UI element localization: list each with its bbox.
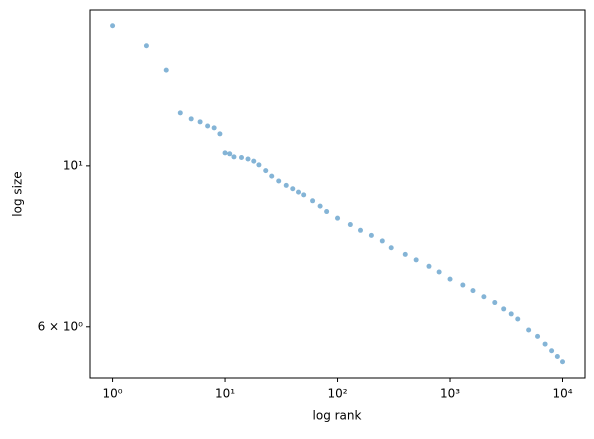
- scatter-point: [554, 354, 560, 360]
- scatter-point: [492, 300, 498, 306]
- scatter-point: [501, 306, 507, 312]
- scatter-point: [535, 333, 541, 339]
- scatter-point: [368, 232, 374, 238]
- scatter-point: [211, 125, 217, 131]
- scatter-point: [163, 67, 169, 73]
- scatter-point: [263, 168, 269, 174]
- x-tick-label: 10²: [327, 387, 347, 401]
- scatter-point: [269, 173, 275, 179]
- scatter-point: [256, 162, 262, 168]
- scatter-point: [222, 150, 228, 156]
- scatter-point: [508, 311, 514, 317]
- scatter-point: [515, 316, 521, 322]
- scatter-point: [283, 182, 289, 188]
- scatter-point: [217, 131, 223, 137]
- scatter-point: [335, 215, 341, 221]
- scatter-point: [290, 186, 296, 192]
- scatter-point: [402, 251, 408, 257]
- plot-frame: [89, 9, 586, 379]
- scatter-point: [227, 151, 233, 157]
- x-tick-label: 10³: [440, 387, 460, 401]
- scatter-point: [470, 288, 476, 294]
- scatter-point: [436, 269, 442, 275]
- scatter-point: [276, 178, 282, 184]
- scatter-point: [560, 359, 566, 365]
- y-tick-label: 6 × 10⁰: [38, 319, 84, 333]
- x-axis-label: log rank: [313, 409, 362, 423]
- scatter-point: [324, 209, 330, 215]
- scatter-point: [388, 245, 394, 251]
- y-axis-label: log size: [11, 171, 25, 216]
- x-tick-label: 10¹: [215, 387, 235, 401]
- scatter-point: [143, 43, 149, 49]
- scatter-point: [231, 154, 237, 160]
- scatter-point: [301, 192, 307, 198]
- scatter-point: [413, 257, 419, 263]
- scatter-point: [542, 341, 548, 347]
- scatter-point: [347, 222, 353, 228]
- y-tick-label: 10¹: [63, 158, 83, 172]
- scatter-point: [310, 198, 316, 204]
- scatter-point: [447, 276, 453, 282]
- scatter-point: [460, 282, 466, 288]
- scatter-point: [426, 263, 432, 269]
- scatter-point: [357, 227, 363, 233]
- scatter-point: [245, 156, 251, 162]
- scatter-point: [296, 189, 302, 195]
- scatter-point: [177, 110, 183, 116]
- scatter-point: [238, 154, 244, 160]
- scatter-point: [188, 116, 194, 122]
- x-tick-label: 10⁴: [552, 387, 572, 401]
- scatter-point: [549, 348, 555, 354]
- scatter-point: [110, 23, 116, 29]
- scatter-point: [481, 294, 487, 300]
- scatter-point: [205, 123, 211, 129]
- scatter-point: [526, 327, 532, 333]
- scatter-point: [251, 158, 257, 164]
- scatter-point: [317, 203, 323, 209]
- x-tick-label: 10⁰: [103, 387, 123, 401]
- scatter-point: [197, 119, 203, 125]
- scatter-point: [379, 238, 385, 244]
